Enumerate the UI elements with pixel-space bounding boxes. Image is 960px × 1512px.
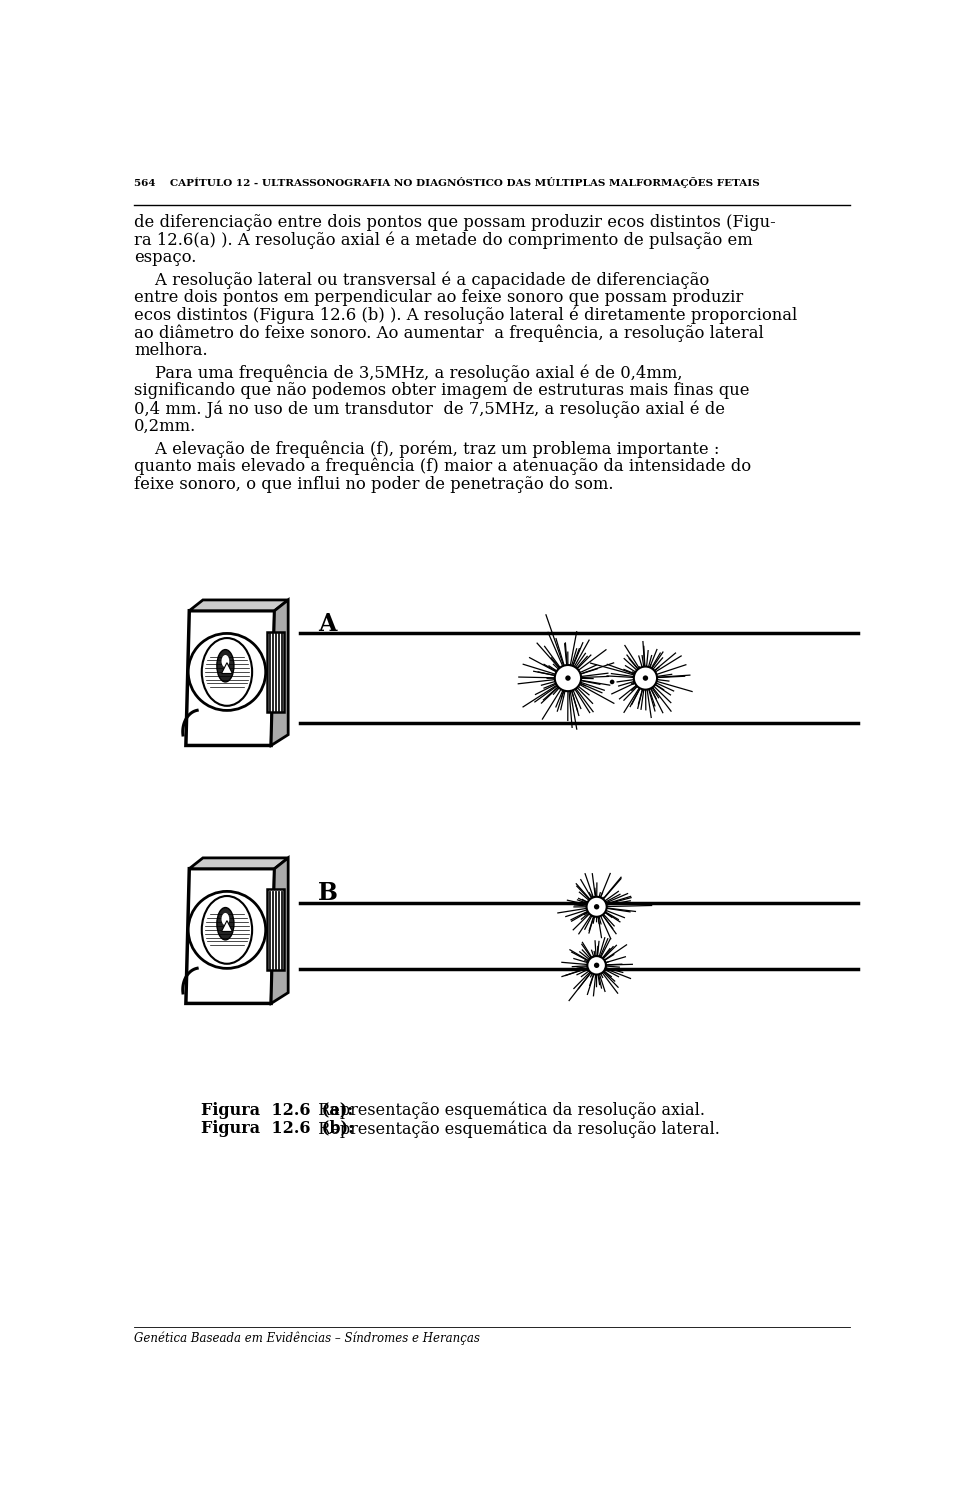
Text: de diferenciação entre dois pontos que possam produzir ecos distintos (Figu-: de diferenciação entre dois pontos que p…: [134, 213, 776, 231]
Text: Para uma frequência de 3,5MHz, a resolução axial é de 0,4mm,: Para uma frequência de 3,5MHz, a resoluç…: [134, 364, 683, 383]
Text: ra 12.6(a) ). A resolução axial é a metade do comprimento de pulsação em: ra 12.6(a) ). A resolução axial é a meta…: [134, 231, 753, 249]
Text: 564    CAPÍTULO 12 - ULTRASSONOGRAFIA NO DIAGNÓSTICO DAS MÚLTIPLAS MALFORMAÇÕES : 564 CAPÍTULO 12 - ULTRASSONOGRAFIA NO DI…: [134, 177, 759, 187]
Ellipse shape: [217, 650, 234, 682]
Text: 0,4 mm. Já no uso de um transdutor  de 7,5MHz, a resolução axial é de: 0,4 mm. Já no uso de um transdutor de 7,…: [134, 401, 725, 417]
Polygon shape: [189, 600, 288, 611]
Text: A resolução lateral ou transversal é a capacidade de diferenciação: A resolução lateral ou transversal é a c…: [134, 272, 709, 289]
Ellipse shape: [217, 907, 234, 940]
Circle shape: [188, 892, 266, 968]
Text: Representação esquemática da resolução axial.: Representação esquemática da resolução a…: [308, 1102, 706, 1119]
Polygon shape: [222, 921, 232, 931]
Text: ao diâmetro do feixe sonoro. Ao aumentar  a frequência, a resolução lateral: ao diâmetro do feixe sonoro. Ao aumentar…: [134, 325, 764, 342]
Circle shape: [610, 679, 614, 685]
Text: A: A: [318, 612, 336, 637]
Bar: [267, 632, 284, 712]
Text: ecos distintos (Figura 12.6 (b) ). A resolução lateral é diretamente proporciona: ecos distintos (Figura 12.6 (b) ). A res…: [134, 307, 797, 325]
Circle shape: [594, 963, 599, 968]
Text: quanto mais elevado a frequência (f) maior a atenuação da intensidade do: quanto mais elevado a frequência (f) mai…: [134, 458, 751, 475]
Text: B: B: [318, 881, 338, 906]
Ellipse shape: [202, 897, 252, 963]
Text: 0,2mm.: 0,2mm.: [134, 417, 196, 435]
Bar: [267, 889, 284, 971]
Polygon shape: [271, 857, 288, 1004]
Text: Genética Baseada em Evidências – Síndromes e Heranças: Genética Baseada em Evidências – Síndrom…: [134, 1332, 480, 1346]
Text: significando que não podemos obter imagem de estruturas mais finas que: significando que não podemos obter image…: [134, 383, 750, 399]
Circle shape: [188, 634, 266, 711]
Text: Figura  12.6  (a):: Figura 12.6 (a):: [202, 1102, 353, 1119]
Text: Figura  12.6  (b):: Figura 12.6 (b):: [202, 1120, 354, 1137]
Ellipse shape: [222, 655, 229, 667]
Polygon shape: [189, 857, 288, 869]
Circle shape: [588, 956, 606, 975]
Circle shape: [565, 676, 570, 680]
Text: feixe sonoro, o que influi no poder de penetração do som.: feixe sonoro, o que influi no poder de p…: [134, 476, 613, 493]
Polygon shape: [186, 611, 275, 745]
Polygon shape: [222, 662, 232, 673]
Ellipse shape: [202, 638, 252, 706]
Text: A elevação de frequência (f), porém, traz um problema importante :: A elevação de frequência (f), porém, tra…: [134, 440, 719, 458]
Ellipse shape: [222, 913, 229, 925]
Text: Representação esquemática da resolução lateral.: Representação esquemática da resolução l…: [308, 1120, 720, 1137]
Text: espaço.: espaço.: [134, 249, 197, 266]
Polygon shape: [271, 600, 288, 745]
Circle shape: [555, 665, 581, 691]
Text: entre dois pontos em perpendicular ao feixe sonoro que possam produzir: entre dois pontos em perpendicular ao fe…: [134, 289, 743, 307]
Circle shape: [643, 676, 648, 680]
Circle shape: [594, 904, 599, 910]
Polygon shape: [186, 869, 275, 1004]
Circle shape: [634, 667, 657, 689]
Circle shape: [587, 897, 607, 916]
Text: melhora.: melhora.: [134, 342, 207, 360]
